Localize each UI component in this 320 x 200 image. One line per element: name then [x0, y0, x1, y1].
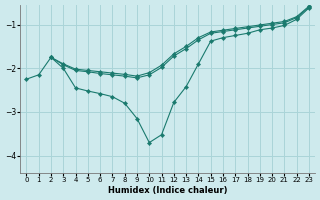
- X-axis label: Humidex (Indice chaleur): Humidex (Indice chaleur): [108, 186, 228, 195]
